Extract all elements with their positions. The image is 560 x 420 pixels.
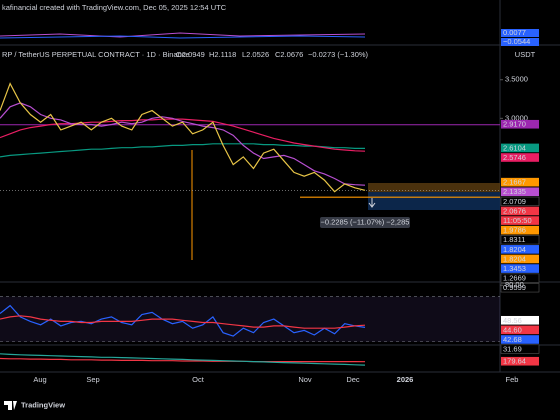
x-tick-label: Nov xyxy=(298,375,312,384)
ohlc: O2.0949 xyxy=(176,50,205,59)
price-label: 2.0676 xyxy=(503,206,526,215)
price-label-box xyxy=(501,143,539,153)
price-label: 0.9599 xyxy=(503,283,526,292)
price-label-box xyxy=(501,315,539,325)
ohlc: L2.0526 xyxy=(242,50,269,59)
price-label: 31.69 xyxy=(503,345,522,354)
price-label-box xyxy=(500,196,540,206)
series-line xyxy=(0,82,366,193)
price-label-box xyxy=(501,254,539,264)
series-line xyxy=(0,353,366,366)
price-label: 2.0709 xyxy=(503,197,526,206)
rsi-band xyxy=(0,296,500,342)
price-label-box xyxy=(501,325,539,335)
symbol-title: RP / TetherUS PERPETUAL CONTRACT · 1D · … xyxy=(2,50,190,59)
x-tick-label: 2026 xyxy=(397,375,414,384)
measure-label: −0.2285 (−11.07%) −2,285 xyxy=(321,217,410,226)
price-label: 1.8204 xyxy=(503,245,526,254)
price-label-box xyxy=(501,206,539,216)
logo-icon xyxy=(4,401,17,410)
arrow xyxy=(368,198,376,208)
price-label-box xyxy=(501,187,539,197)
x-tick-label: Feb xyxy=(506,375,519,384)
series-line xyxy=(0,102,366,186)
price-label-box xyxy=(500,283,540,293)
series-line xyxy=(0,118,366,152)
series-line xyxy=(0,357,366,363)
price-label-box xyxy=(501,153,539,162)
x-tick-label: Aug xyxy=(33,375,46,384)
x-tick-label: Dec xyxy=(346,375,360,384)
y-tick-label: 3.0000 xyxy=(505,113,528,122)
x-tick-label: Sep xyxy=(86,375,99,384)
price-label-box xyxy=(501,335,539,344)
ohlc: H2.1118 xyxy=(209,50,236,59)
series-line xyxy=(0,304,366,337)
position-profit xyxy=(368,183,500,192)
price-label: 1.8204 xyxy=(503,254,526,263)
price-label: 2.1667 xyxy=(503,178,526,187)
series-line xyxy=(0,315,366,329)
price-label-box xyxy=(500,344,540,354)
measure-box xyxy=(320,217,410,228)
header: kafinancial created with TradingView.com… xyxy=(2,3,227,12)
price-label-box xyxy=(501,119,539,129)
price-label-box xyxy=(501,356,539,366)
price-label: 48.56 xyxy=(503,316,522,325)
price-label: 44.60 xyxy=(503,325,522,334)
ohlc: C2.0676 xyxy=(275,50,303,59)
price-label: 2.5746 xyxy=(503,153,526,162)
price-label: 11:05:50 xyxy=(503,216,532,225)
indicator-label: −0.0544 xyxy=(503,37,530,46)
currency: USDT xyxy=(515,50,536,59)
y-tick-label: 80.00 xyxy=(505,280,524,289)
indicator-label-box xyxy=(501,29,539,37)
series-line xyxy=(0,143,365,158)
price-label-box xyxy=(501,216,539,225)
price-label: 2.1335 xyxy=(503,187,526,196)
indicator-label-box xyxy=(501,38,539,46)
price-label: 1.2669 xyxy=(503,274,526,283)
price-label: 1.9786 xyxy=(503,226,526,235)
x-tick-label: Oct xyxy=(192,375,205,384)
price-label-box xyxy=(501,177,539,187)
position-loss xyxy=(368,192,500,210)
price-label: 2.6104 xyxy=(503,143,526,152)
logo: TradingView xyxy=(4,400,65,410)
price-label: 179.64 xyxy=(503,357,526,366)
ohlc: −0.0273 (−1.30%) xyxy=(308,50,369,59)
price-label: 1.8311 xyxy=(503,235,525,244)
price-label: 1.3453 xyxy=(503,264,526,273)
price-label-box xyxy=(501,225,539,235)
indicator-label: 0.0077 xyxy=(503,28,526,37)
logo-text: TradingView xyxy=(21,400,65,409)
price-label-box xyxy=(501,264,539,273)
price-label-box xyxy=(501,245,539,254)
top-indicator xyxy=(0,35,366,39)
price-label-box xyxy=(500,235,540,245)
price-label: 2.9170 xyxy=(503,120,526,129)
price-label: 42.68 xyxy=(503,335,522,344)
price-label-box xyxy=(500,273,540,283)
y-tick-label: 3.5000 xyxy=(505,75,528,84)
top-indicator xyxy=(0,32,366,38)
